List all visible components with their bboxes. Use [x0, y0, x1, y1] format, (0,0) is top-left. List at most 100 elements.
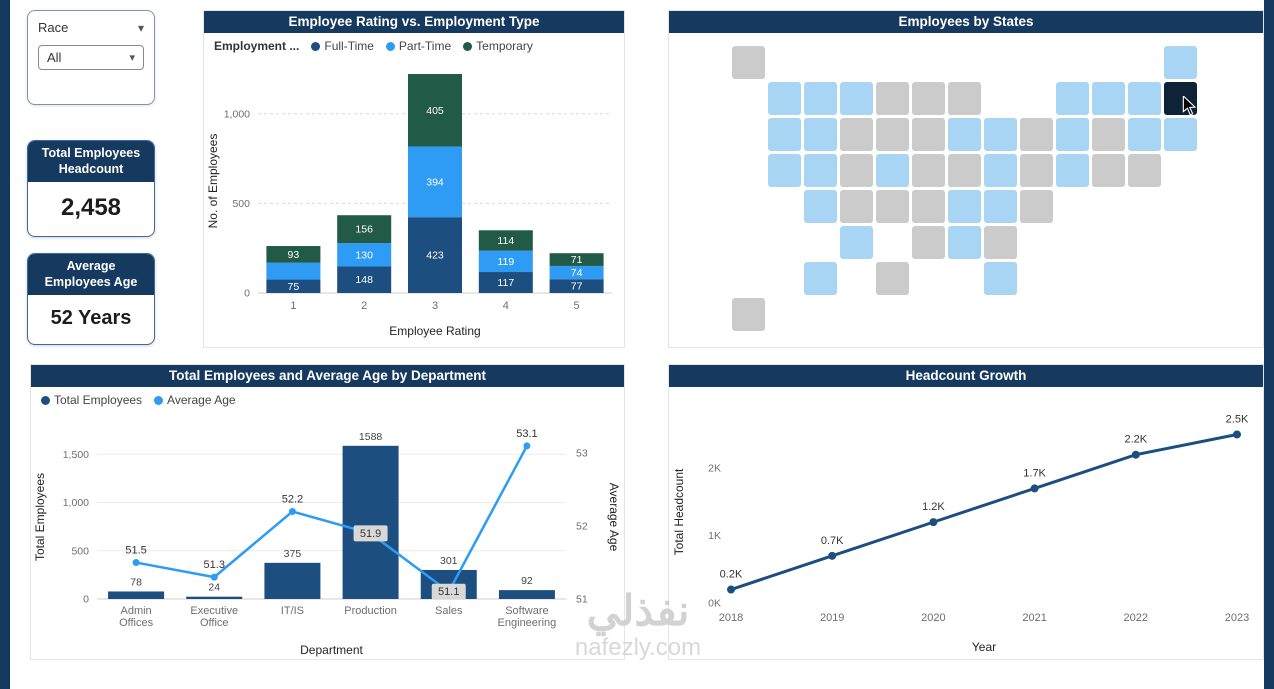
state-tile-ca[interactable] — [768, 154, 801, 187]
state-tile-fl[interactable] — [984, 262, 1017, 295]
state-tile-md[interactable] — [1092, 154, 1125, 187]
race-filter-value: All — [47, 50, 62, 65]
x-tick: 2023 — [1225, 612, 1249, 624]
race-filter-header[interactable]: Race ▾ — [38, 20, 144, 35]
bar-total-employees[interactable] — [264, 562, 321, 599]
state-tile-ky[interactable] — [984, 154, 1017, 187]
state-tile-wv[interactable] — [1020, 154, 1053, 187]
bar-segment-full-time[interactable] — [549, 279, 604, 293]
line-point[interactable] — [1030, 484, 1039, 493]
bar-segment-temporary[interactable] — [337, 215, 392, 244]
bar-segment-temporary[interactable] — [408, 74, 462, 147]
bar-segment-part-time[interactable] — [337, 243, 392, 267]
bar-segment-temporary[interactable] — [266, 246, 321, 263]
bar-segment-full-time[interactable] — [478, 272, 533, 293]
race-filter-dropdown[interactable]: All ▾ — [38, 45, 144, 70]
state-tile-ne[interactable] — [912, 154, 945, 187]
state-tile-ok[interactable] — [840, 226, 873, 259]
state-tile-ny[interactable] — [1056, 82, 1089, 115]
state-tile-nd[interactable] — [840, 82, 873, 115]
data-label: 405 — [426, 105, 444, 117]
bar-segment-full-time[interactable] — [337, 266, 392, 293]
state-tile-tx[interactable] — [804, 262, 837, 295]
line-point[interactable] — [1131, 450, 1140, 459]
line-point[interactable] — [828, 551, 837, 560]
state-tile-ak[interactable] — [732, 46, 765, 79]
state-tile-mi[interactable] — [948, 82, 981, 115]
state-tile-vt[interactable] — [1092, 82, 1125, 115]
state-tile-ia[interactable] — [912, 118, 945, 151]
state-tile-sc[interactable] — [1020, 190, 1053, 223]
state-tile-ks[interactable] — [876, 190, 909, 223]
line-point[interactable] — [727, 585, 735, 594]
bar-segment-part-time[interactable] — [478, 250, 533, 273]
state-tile-ct[interactable] — [1128, 118, 1161, 151]
legend-item-average-age[interactable]: Average Age — [154, 393, 236, 407]
bar-segment-full-time[interactable] — [408, 217, 462, 293]
state-tile-me[interactable] — [1164, 46, 1197, 79]
state-tile-ms[interactable] — [912, 226, 945, 259]
state-tile-ga[interactable] — [984, 226, 1017, 259]
bar-segment-full-time[interactable] — [266, 279, 321, 293]
state-tile-wa[interactable] — [768, 82, 801, 115]
line-data-label: 1.7K — [1023, 467, 1046, 479]
state-tile-co[interactable] — [876, 154, 909, 187]
state-tile-de[interactable] — [1128, 154, 1161, 187]
state-tile-ut[interactable] — [840, 154, 873, 187]
state-tile-va[interactable] — [1056, 154, 1089, 187]
state-tile-hi[interactable] — [732, 298, 765, 331]
state-tile-nj[interactable] — [1092, 118, 1125, 151]
bar-total-employees[interactable] — [498, 590, 555, 599]
state-tile-mn[interactable] — [876, 82, 909, 115]
state-tile-ri[interactable] — [1164, 118, 1197, 151]
boxed-label-bg — [431, 583, 466, 600]
legend-item-full-time[interactable]: Full-Time — [311, 39, 374, 53]
state-tile-nv[interactable] — [804, 154, 837, 187]
line-point[interactable] — [288, 508, 296, 516]
state-tile-il[interactable] — [948, 118, 981, 151]
bar-segment-temporary[interactable] — [549, 253, 604, 266]
state-tile-la[interactable] — [876, 262, 909, 295]
line-point[interactable] — [210, 573, 218, 581]
line-point[interactable] — [929, 518, 938, 527]
state-tile-az[interactable] — [804, 190, 837, 223]
legend-item-temporary[interactable]: Temporary — [463, 39, 533, 53]
y-tick: 500 — [232, 198, 250, 210]
state-tile-or[interactable] — [768, 118, 801, 151]
state-tile-al[interactable] — [948, 226, 981, 259]
state-tile-in[interactable] — [984, 118, 1017, 151]
bar-total-employees[interactable] — [186, 596, 243, 599]
state-tile-wi[interactable] — [912, 82, 945, 115]
boxed-label-bg — [353, 525, 388, 542]
state-tile-id[interactable] — [804, 118, 837, 151]
state-tile-nc[interactable] — [984, 190, 1017, 223]
left-edge-bar — [0, 0, 10, 689]
average-age-card: Average Employees Age 52 Years — [27, 253, 155, 346]
bar-total-employees[interactable] — [342, 445, 399, 599]
line-point[interactable] — [1233, 430, 1241, 439]
legend-item-part-time[interactable]: Part-Time — [385, 39, 451, 53]
bar-segment-part-time[interactable] — [266, 262, 321, 280]
data-label: 77 — [571, 281, 583, 293]
x-tick: 2022 — [1124, 612, 1148, 624]
state-tile-wy[interactable] — [840, 118, 873, 151]
state-tile-pa[interactable] — [1056, 118, 1089, 151]
bar-total-employees[interactable] — [108, 591, 165, 599]
state-tile-tn[interactable] — [948, 190, 981, 223]
bar-segment-part-time[interactable] — [408, 146, 462, 218]
state-tile-ar[interactable] — [912, 190, 945, 223]
data-label: 119 — [497, 256, 514, 268]
bar-segment-temporary[interactable] — [478, 230, 533, 251]
state-tile-nm[interactable] — [840, 190, 873, 223]
state-tile-mo[interactable] — [948, 154, 981, 187]
legend-item-total-employees[interactable]: Total Employees — [41, 393, 142, 407]
state-tile-ma[interactable] — [1164, 82, 1197, 115]
line-point[interactable] — [523, 442, 531, 450]
state-tile-mt[interactable] — [804, 82, 837, 115]
x-tick: 1 — [290, 300, 296, 312]
state-tile-nh[interactable] — [1128, 82, 1161, 115]
bar-segment-part-time[interactable] — [549, 265, 604, 280]
line-point[interactable] — [132, 559, 140, 567]
state-tile-sd[interactable] — [876, 118, 909, 151]
state-tile-oh[interactable] — [1020, 118, 1053, 151]
